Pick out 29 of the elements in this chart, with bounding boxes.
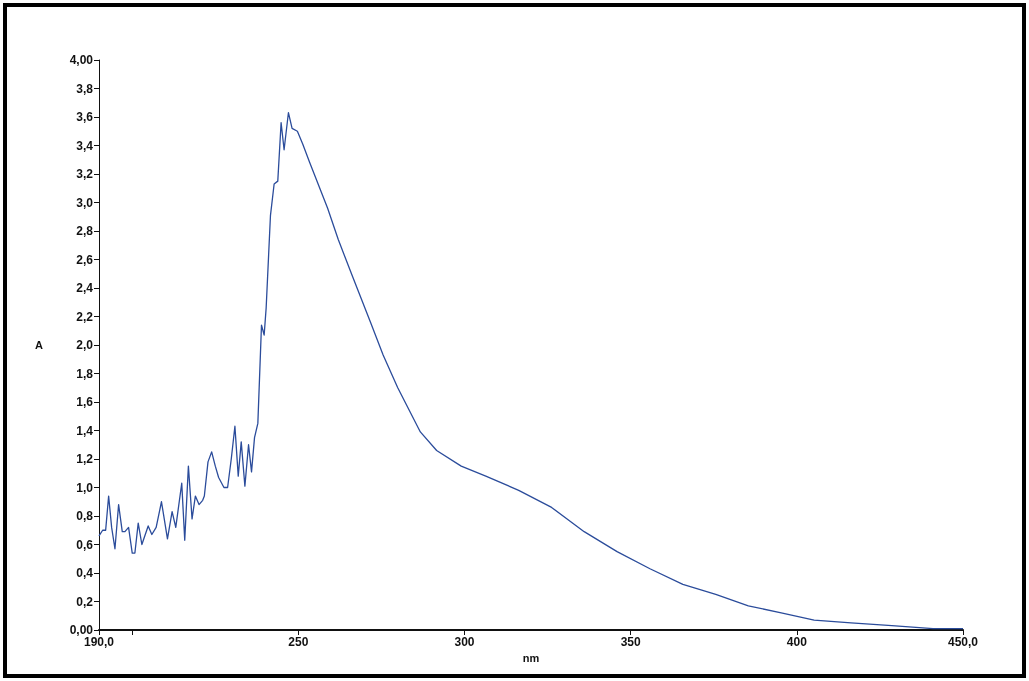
y-tick-label: 0,8 <box>76 509 94 523</box>
y-axis-title: A <box>35 339 44 351</box>
y-tick-label: 1,4 <box>76 423 94 438</box>
y-tick-label: 1,8 <box>76 366 94 381</box>
y-tick-label: 0,2 <box>76 594 94 609</box>
y-tick-label: 3,2 <box>76 167 94 181</box>
y-tick-label: 2,2 <box>76 309 94 324</box>
x-axis-title: nm <box>522 652 540 665</box>
y-tick-label: 3,4 <box>76 138 94 153</box>
y-tick-label: 2,6 <box>76 252 94 267</box>
y-tick-label: 2,8 <box>76 224 94 238</box>
y-tick-label: 3,8 <box>76 81 94 96</box>
y-tick-label: 1,0 <box>76 480 94 495</box>
y-tick-label: 2,4 <box>76 281 94 295</box>
y-tick-label: 4,00 <box>69 53 94 67</box>
x-tick-label: 450,0 <box>947 635 979 649</box>
y-tick-label: 0,4 <box>76 566 94 580</box>
x-tick-label: 300 <box>454 635 475 649</box>
y-tick-label: 0,00 <box>69 623 94 637</box>
y-tick-label: 3,6 <box>76 110 94 124</box>
y-tick-label: 1,6 <box>76 395 94 409</box>
y-tick-label: 2,0 <box>76 338 94 352</box>
x-tick-label: 400 <box>786 635 808 649</box>
x-tick-label: 350 <box>620 635 642 649</box>
x-tick-label: 190,0 <box>83 635 115 649</box>
y-tick-label: 0,6 <box>76 537 94 552</box>
x-tick-label: 250 <box>288 635 309 649</box>
y-tick-label: 3,0 <box>76 195 94 210</box>
y-tick-label: 1,2 <box>76 452 94 466</box>
